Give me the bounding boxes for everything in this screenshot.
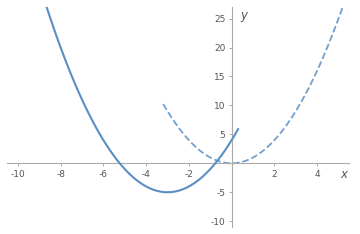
Text: x: x <box>340 168 347 181</box>
Text: y: y <box>240 9 247 22</box>
